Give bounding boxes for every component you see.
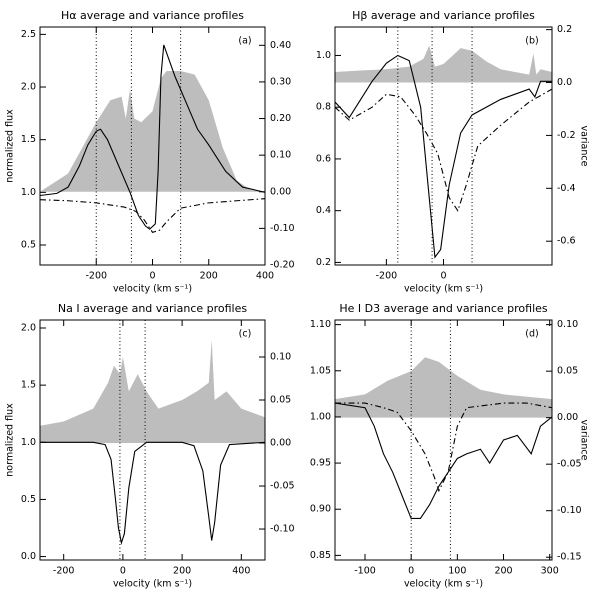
y-axis-label: normalized flux bbox=[5, 403, 16, 477]
dashdot-line bbox=[40, 198, 265, 233]
y-tick-label: 0.5 bbox=[21, 494, 36, 505]
y-tick-label: 0.90 bbox=[310, 504, 331, 515]
y2-tick-label: 0.00 bbox=[557, 412, 578, 423]
panel-label: (c) bbox=[239, 329, 252, 340]
y2-axis-label: variance bbox=[579, 126, 590, 167]
y-tick-label: 0.85 bbox=[310, 550, 331, 561]
plot-area bbox=[40, 27, 265, 265]
y2-tick-label: -0.15 bbox=[557, 552, 582, 563]
y-tick-label: 0.6 bbox=[316, 153, 331, 164]
y-tick-label: 1.0 bbox=[21, 187, 36, 198]
x-tick-label: 200 bbox=[173, 566, 191, 577]
y2-tick-label: 0.20 bbox=[270, 113, 291, 124]
x-axis-label: velocity (km s⁻¹) bbox=[113, 579, 192, 590]
frame bbox=[334, 319, 553, 561]
y-tick-label: 1.05 bbox=[310, 365, 331, 376]
y2-tick-label: -0.10 bbox=[557, 505, 582, 516]
x-tick-label: 400 bbox=[232, 566, 250, 577]
y2-tick-label: 0.10 bbox=[270, 351, 291, 362]
y-tick-label: 0.4 bbox=[316, 205, 331, 216]
y2-tick-label: -0.05 bbox=[270, 481, 295, 492]
x-tick-label: 200 bbox=[200, 271, 218, 282]
x-tick-label: 0 bbox=[120, 566, 126, 577]
profile-line bbox=[335, 402, 552, 520]
y-tick-label: 0.95 bbox=[310, 458, 331, 469]
panel-title: He I D3 average and variance profiles bbox=[339, 302, 548, 315]
plot-area bbox=[335, 27, 552, 265]
x-tick-label: -100 bbox=[354, 566, 376, 577]
y2-tick-label: -0.05 bbox=[557, 459, 582, 470]
y-tick-label: 1.00 bbox=[310, 411, 331, 422]
y2-tick-label: 0.2 bbox=[557, 24, 572, 35]
y-tick-label: 0.5 bbox=[21, 239, 36, 250]
y2-tick-label: 0.30 bbox=[270, 76, 291, 87]
plot-area bbox=[40, 320, 265, 560]
profile-line bbox=[40, 441, 265, 546]
profile-line bbox=[335, 54, 552, 259]
y-tick-label: 0.8 bbox=[316, 102, 331, 113]
y2-tick-label: 0.0 bbox=[557, 77, 572, 88]
panel-title: Hα average and variance profiles bbox=[61, 9, 244, 22]
profile-line bbox=[40, 44, 265, 230]
plot-area bbox=[335, 320, 552, 560]
y-tick-label: 2.0 bbox=[21, 323, 36, 334]
panel-title: Hβ average and variance profiles bbox=[352, 9, 535, 22]
y2-tick-label: -0.6 bbox=[557, 236, 576, 247]
variance-area bbox=[40, 70, 265, 192]
x-tick-label: 300 bbox=[541, 566, 559, 577]
variance-area bbox=[335, 45, 552, 83]
panel-title: Na I average and variance profiles bbox=[58, 302, 248, 315]
y-tick-label: 1.5 bbox=[21, 380, 36, 391]
y2-tick-label: -0.4 bbox=[557, 183, 576, 194]
y-tick-label: 1.0 bbox=[316, 50, 331, 61]
y-tick-label: 1.0 bbox=[21, 437, 36, 448]
x-tick-label: 100 bbox=[448, 566, 466, 577]
x-tick-label: -200 bbox=[85, 271, 107, 282]
y2-tick-label: 0.10 bbox=[270, 150, 291, 161]
y-tick-label: 0.0 bbox=[21, 551, 36, 562]
x-tick-label: 200 bbox=[494, 566, 512, 577]
x-axis-label: velocity (km s⁻¹) bbox=[404, 284, 483, 295]
variance-area bbox=[335, 357, 552, 418]
y2-tick-label: 0.40 bbox=[270, 40, 291, 51]
x-tick-label: 0 bbox=[408, 566, 414, 577]
panel-label: (b) bbox=[525, 36, 538, 47]
y-axis-label: normalized flux bbox=[5, 109, 16, 183]
y2-tick-label: 0.00 bbox=[270, 186, 291, 197]
y2-tick-label: -0.10 bbox=[270, 223, 295, 234]
y2-axis-label: variance bbox=[579, 420, 590, 461]
dashdot-line bbox=[335, 88, 552, 212]
y2-tick-label: -0.10 bbox=[270, 524, 295, 535]
y2-tick-label: 0.10 bbox=[557, 319, 578, 330]
panel-label: (d) bbox=[525, 329, 538, 340]
y-tick-label: 1.10 bbox=[310, 319, 331, 330]
x-tick-label: -200 bbox=[53, 566, 75, 577]
panel-label: (a) bbox=[238, 36, 251, 47]
y2-tick-label: 0.00 bbox=[270, 438, 291, 449]
x-tick-label: 400 bbox=[256, 271, 274, 282]
dashdot-line bbox=[335, 402, 552, 493]
frame bbox=[39, 319, 266, 561]
x-tick-label: 0 bbox=[440, 271, 446, 282]
y2-tick-label: -0.20 bbox=[270, 260, 295, 271]
y-tick-label: 1.5 bbox=[21, 134, 36, 145]
y-tick-label: 0.2 bbox=[316, 257, 331, 268]
x-tick-label: 0 bbox=[149, 271, 155, 282]
x-axis-label: velocity (km s⁻¹) bbox=[113, 284, 192, 295]
y2-tick-label: 0.05 bbox=[270, 395, 291, 406]
x-axis-label: velocity (km s⁻¹) bbox=[404, 579, 483, 590]
y-tick-label: 2.0 bbox=[21, 82, 36, 93]
variance-area bbox=[40, 339, 265, 444]
y-tick-label: 2.5 bbox=[21, 29, 36, 40]
x-tick-label: -200 bbox=[376, 271, 398, 282]
y2-tick-label: 0.05 bbox=[557, 366, 578, 377]
y2-tick-label: -0.2 bbox=[557, 130, 576, 141]
